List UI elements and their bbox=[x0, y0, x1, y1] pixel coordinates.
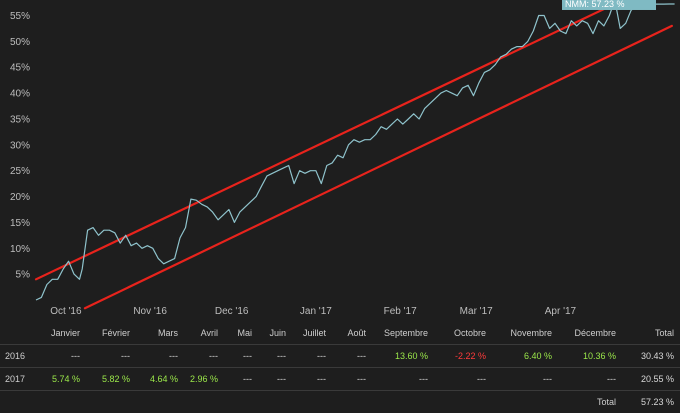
row-year: 2016 bbox=[0, 345, 36, 368]
header-cell: Février bbox=[86, 322, 136, 345]
header-cell: Novembre bbox=[492, 322, 558, 345]
month-return-cell: --- bbox=[224, 368, 258, 391]
month-return-cell: --- bbox=[332, 345, 372, 368]
month-return-cell: --- bbox=[332, 368, 372, 391]
x-tick-label: Oct '16 bbox=[50, 306, 82, 317]
header-cell: Août bbox=[332, 322, 372, 345]
header-cell: Janvier bbox=[36, 322, 86, 345]
y-tick-label: 30% bbox=[10, 140, 30, 151]
month-return-cell: 4.64 % bbox=[136, 368, 184, 391]
y-tick-label: 35% bbox=[10, 114, 30, 125]
last-value-label: NMM: 57.23 % bbox=[565, 0, 625, 9]
y-tick-label: 40% bbox=[10, 89, 30, 100]
month-return-cell: --- bbox=[292, 368, 332, 391]
performance-chart: 5% 10% 15% 20% 25% 30% 35% 40% 45% 50% 55% Oct '16 N… bbox=[0, 0, 680, 320]
month-return-cell: --- bbox=[184, 345, 224, 368]
y-tick-label: 55% bbox=[10, 11, 30, 22]
table-body: 2016------------------------13.60 %-2.22… bbox=[0, 345, 680, 413]
y-tick-label: 25% bbox=[10, 166, 30, 177]
month-return-cell: --- bbox=[36, 345, 86, 368]
row-total-cell: 20.55 % bbox=[622, 368, 680, 391]
x-tick-label: Nov '16 bbox=[133, 306, 167, 317]
header-cell: Décembre bbox=[558, 322, 622, 345]
header-cell: Juillet bbox=[292, 322, 332, 345]
y-tick-label: 45% bbox=[10, 63, 30, 74]
header-cell: Juin bbox=[258, 322, 292, 345]
y-tick-label: 10% bbox=[10, 244, 30, 255]
month-return-cell: --- bbox=[224, 345, 258, 368]
header-year bbox=[0, 322, 36, 345]
month-return-cell: --- bbox=[86, 345, 136, 368]
month-return-cell: --- bbox=[434, 368, 492, 391]
performance-series-line bbox=[36, 0, 675, 300]
month-return-cell: 5.82 % bbox=[86, 368, 136, 391]
table-row: 2016------------------------13.60 %-2.22… bbox=[0, 345, 680, 368]
month-return-cell: 6.40 % bbox=[492, 345, 558, 368]
header-cell: Total bbox=[622, 322, 680, 345]
x-tick-label: Jan '17 bbox=[300, 306, 332, 317]
month-return-cell: 13.60 % bbox=[372, 345, 434, 368]
y-tick-label: 5% bbox=[16, 270, 31, 281]
row-total-cell: 30.43 % bbox=[622, 345, 680, 368]
month-return-cell: --- bbox=[292, 345, 332, 368]
row-year: 2017 bbox=[0, 368, 36, 391]
month-return-cell: 10.36 % bbox=[558, 345, 622, 368]
header-cell: Mai bbox=[224, 322, 258, 345]
y-tick-label: 20% bbox=[10, 192, 30, 203]
month-return-cell: --- bbox=[558, 368, 622, 391]
month-return-cell: -2.22 % bbox=[434, 345, 492, 368]
month-return-cell: --- bbox=[258, 345, 292, 368]
header-cell: Mars bbox=[136, 322, 184, 345]
header-cell: Septembre bbox=[372, 322, 434, 345]
x-tick-label: Mar '17 bbox=[460, 306, 493, 317]
header-cell: Avril bbox=[184, 322, 224, 345]
trend-channel-line bbox=[85, 26, 672, 308]
header-cell: Octobre bbox=[434, 322, 492, 345]
month-return-cell: 2.96 % bbox=[184, 368, 224, 391]
month-return-cell: --- bbox=[492, 368, 558, 391]
y-tick-label: 50% bbox=[10, 37, 30, 48]
y-tick-label: 15% bbox=[10, 218, 30, 229]
x-tick-label: Dec '16 bbox=[215, 306, 249, 317]
month-return-cell: --- bbox=[258, 368, 292, 391]
month-return-cell: --- bbox=[372, 368, 434, 391]
x-tick-label: Apr '17 bbox=[545, 306, 577, 317]
month-return-cell: --- bbox=[136, 345, 184, 368]
x-tick-label: Feb '17 bbox=[384, 306, 417, 317]
month-return-cell: 5.74 % bbox=[36, 368, 86, 391]
